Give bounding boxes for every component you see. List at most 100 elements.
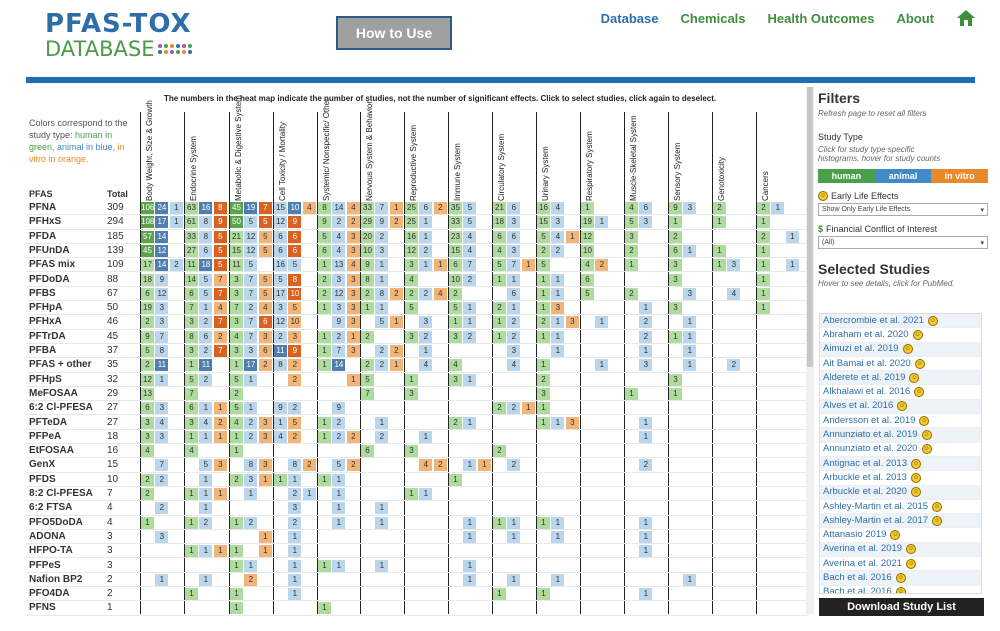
study-name[interactable]: Arbuckle et al. 2020 xyxy=(823,486,907,498)
heatmap-cell[interactable]: 1 xyxy=(199,573,213,586)
heatmap-cell[interactable]: 3 xyxy=(258,430,272,443)
pfas-name[interactable]: PFO5DoDA xyxy=(29,516,83,528)
heatmap-cell[interactable]: 2 xyxy=(537,373,550,386)
heatmap-cell[interactable]: 1 xyxy=(258,545,272,558)
heatmap-cell[interactable]: 14 xyxy=(155,259,169,272)
heatmap-cell[interactable]: 1 xyxy=(463,530,477,543)
heatmap-cell[interactable]: 1 xyxy=(244,373,258,386)
pfas-name[interactable]: 6:2 FTSA xyxy=(29,502,73,514)
heatmap-cell[interactable]: 4 xyxy=(419,459,433,472)
heatmap-cell[interactable]: 3 xyxy=(683,202,697,214)
heatmap-cell[interactable]: 1 xyxy=(389,359,403,372)
heatmap-cell[interactable]: 1 xyxy=(185,359,198,372)
heatmap-cell[interactable]: 4 xyxy=(463,244,477,257)
heatmap-cell[interactable]: 17 xyxy=(274,287,287,300)
heatmap-cell[interactable]: 7 xyxy=(244,287,258,300)
heatmap-cell[interactable]: 1 xyxy=(565,230,579,243)
heatmap-cell[interactable]: 1 xyxy=(785,230,799,243)
heatmap-cell[interactable]: 2 xyxy=(155,502,169,515)
study-name[interactable]: Abraham et al. 2020 xyxy=(823,328,909,340)
heatmap-cell[interactable]: 9 xyxy=(274,402,287,415)
heatmap-cell[interactable]: 12 xyxy=(332,287,346,300)
heatmap-cell[interactable]: 1 xyxy=(389,316,403,329)
heatmap-cell[interactable]: 4 xyxy=(727,287,741,300)
heatmap-cell[interactable]: 2 xyxy=(213,416,227,429)
heatmap-cell[interactable]: 1 xyxy=(405,373,418,386)
study-item[interactable]: Averina et al. 2021 ☺ xyxy=(820,557,981,572)
heatmap-cell[interactable]: 8 xyxy=(375,287,389,300)
heatmap-cell[interactable]: 3 xyxy=(551,302,565,315)
heatmap-cell[interactable]: 1 xyxy=(332,516,346,529)
study-item[interactable]: Alves et al. 2016 ☺ xyxy=(820,399,981,415)
heatmap-cell[interactable]: 6 xyxy=(361,445,374,458)
heatmap-cell[interactable]: 5 xyxy=(288,259,302,272)
heatmap-cell[interactable]: 1 xyxy=(332,559,346,572)
heatmap-cell[interactable]: 9 xyxy=(332,402,346,415)
heatmap-cell[interactable]: 1 xyxy=(185,430,198,443)
heatmap-cell[interactable]: 2 xyxy=(419,287,433,300)
heatmap-cell[interactable]: 1 xyxy=(199,488,213,500)
heatmap-cell[interactable]: 2 xyxy=(375,230,389,243)
heatmap-cell[interactable]: 3 xyxy=(727,259,741,272)
heatmap-cell[interactable]: 1 xyxy=(595,359,609,372)
heatmap-cell[interactable]: 3 xyxy=(155,402,169,415)
heatmap-cell[interactable]: 3 xyxy=(669,373,682,386)
heatmap-cell[interactable]: 3 xyxy=(346,302,360,315)
heatmap-cell[interactable]: 12 xyxy=(155,244,169,257)
heatmap-cell[interactable]: 1 xyxy=(185,545,198,558)
pfas-name[interactable]: Nafion BP2 xyxy=(29,573,83,585)
heatmap-cell[interactable]: 2 xyxy=(551,244,565,257)
heatmap-cell[interactable]: 1 xyxy=(463,416,477,429)
heatmap-cell[interactable]: 1 xyxy=(639,430,653,443)
heatmap-cell[interactable]: 1 xyxy=(551,330,565,343)
pfas-name[interactable]: PFAS mix xyxy=(29,259,76,271)
heatmap-cell[interactable]: 5 xyxy=(230,402,243,415)
heatmap-cell[interactable]: 2 xyxy=(155,473,169,486)
heatmap-cell[interactable]: 1 xyxy=(595,216,609,229)
heatmap-cell[interactable]: 1 xyxy=(683,573,697,586)
pfas-name[interactable]: PFHpA xyxy=(29,302,63,314)
study-item[interactable]: Alkhalawi et al. 2016 ☺ xyxy=(820,385,981,400)
human-button[interactable]: human xyxy=(818,169,875,183)
heatmap-cell[interactable]: 4 xyxy=(625,202,638,214)
heatmap-cell[interactable]: 2 xyxy=(244,416,258,429)
heatmap-cell[interactable]: 4 xyxy=(405,273,418,286)
heatmap-cell[interactable]: 1 xyxy=(375,273,389,286)
heatmap-cell[interactable]: 3 xyxy=(185,316,198,329)
heatmap-cell[interactable]: 1 xyxy=(757,273,770,286)
heatmap-cell[interactable]: 11 xyxy=(274,345,287,357)
heatmap-cell[interactable]: 1 xyxy=(713,244,726,257)
heatmap-cell[interactable]: 1 xyxy=(375,302,389,315)
heatmap-cell[interactable]: 7 xyxy=(361,387,374,400)
heatmap-cell[interactable]: 1 xyxy=(507,302,521,315)
heatmap-cell[interactable]: 2 xyxy=(288,373,302,386)
heatmap-cell[interactable]: 1 xyxy=(463,316,477,329)
animal-button[interactable]: animal xyxy=(874,169,932,183)
pfas-name[interactable]: PFNS xyxy=(29,602,56,614)
heatmap-cell[interactable]: 3 xyxy=(230,273,243,286)
pfas-name[interactable]: EtFOSAA xyxy=(29,445,74,457)
heatmap-cell[interactable]: 4 xyxy=(581,259,594,272)
heatmap-cell[interactable]: 1 xyxy=(669,387,682,400)
heatmap-cell[interactable]: 1 xyxy=(346,330,360,343)
heatmap-cell[interactable]: 1 xyxy=(507,273,521,286)
heatmap-cell[interactable]: 4 xyxy=(507,359,521,372)
heatmap-cell[interactable]: 1 xyxy=(713,216,726,229)
heatmap-cell[interactable]: 1 xyxy=(463,302,477,315)
heatmap-cell[interactable]: 18 xyxy=(141,273,154,286)
heatmap-cell[interactable]: 1 xyxy=(199,473,213,486)
heatmap-cell[interactable]: 1 xyxy=(199,430,213,443)
heatmap-cell[interactable]: 1 xyxy=(199,302,213,315)
heatmap-cell[interactable]: 2 xyxy=(213,330,227,343)
heatmap-cell[interactable]: 2 xyxy=(141,473,154,486)
heatmap-cell[interactable]: 1 xyxy=(757,244,770,257)
heatmap-cell[interactable]: 2 xyxy=(419,244,433,257)
heatmap-cell[interactable]: 1 xyxy=(288,588,302,601)
heatmap-cell[interactable]: 1 xyxy=(625,259,638,272)
heatmap-cell[interactable]: 2 xyxy=(375,345,389,357)
heatmap-cell[interactable]: 1 xyxy=(244,488,258,500)
heatmap-cell[interactable]: 1 xyxy=(493,330,506,343)
heatmap-cell[interactable]: 5 xyxy=(213,259,227,272)
heatmap-cell[interactable]: 11 xyxy=(230,259,243,272)
heatmap-cell[interactable]: 3 xyxy=(449,330,462,343)
